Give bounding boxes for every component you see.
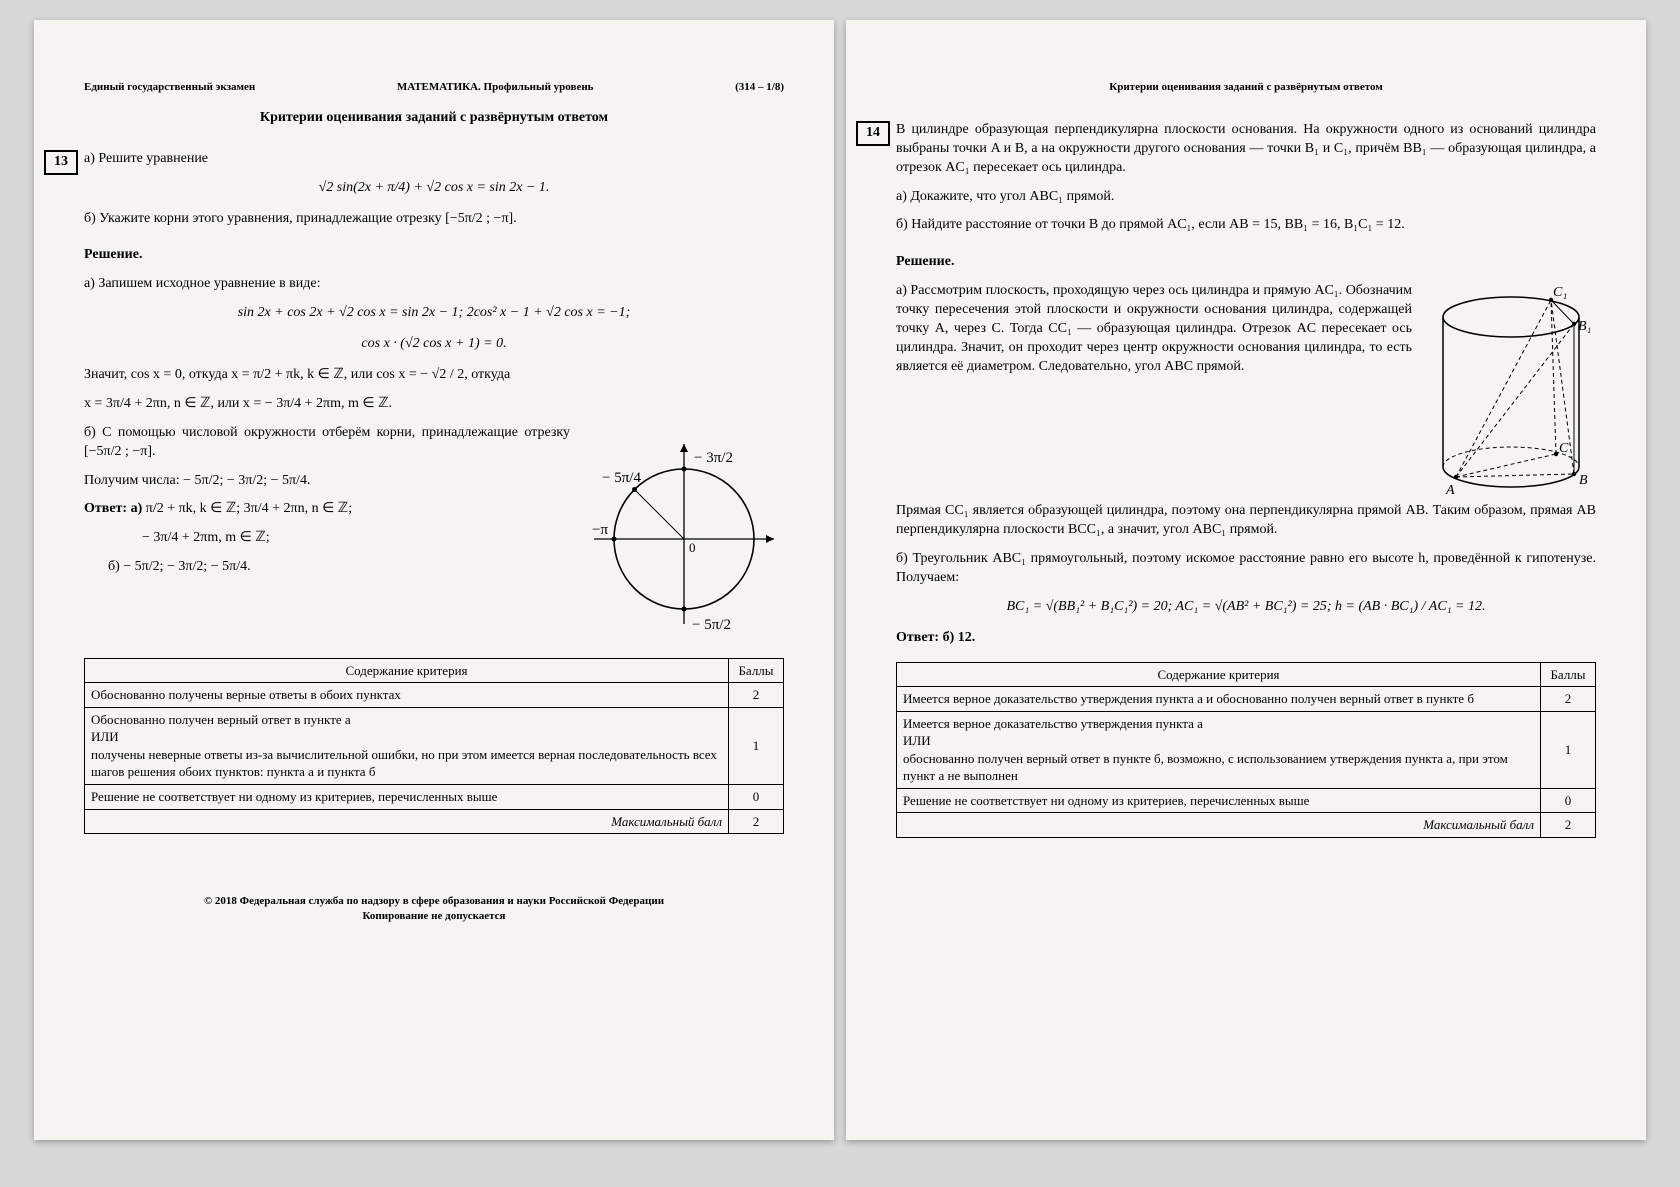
answer-line: Ответ: а) π/2 + πk, k ∈ ℤ; 3π/4 + 2πn, n… bbox=[84, 500, 570, 519]
task-13: 13 а) Решите уравнение √2 sin(2x + π/4) … bbox=[84, 150, 784, 924]
header-right-page: Критерии оценивания заданий с развёрнуты… bbox=[896, 80, 1596, 95]
cyl-label-a: A bbox=[1445, 483, 1455, 498]
sol-a: а) Рассмотрим плоскость, проходящую чере… bbox=[896, 282, 1412, 376]
rubric-pts: 2 bbox=[1541, 687, 1596, 712]
rubric-pts: 2 bbox=[729, 683, 784, 708]
col-b2: Получим числа: − 5π/2; − 3π/2; − 5π/4. bbox=[84, 472, 570, 491]
rubric-table-13: Содержание критерия Баллы Обоснованно по… bbox=[84, 658, 784, 834]
circle-label-bot: − 5π/2 bbox=[692, 617, 731, 633]
rubric-max-row: Максимальный балл 2 bbox=[897, 813, 1596, 838]
solution-label: Решение. bbox=[84, 246, 784, 265]
cyl-label-c1: C₁ bbox=[1553, 285, 1567, 300]
rubric-pts: 0 bbox=[729, 785, 784, 810]
rubric-text: Решение не соответствует ни одному из кр… bbox=[897, 788, 1541, 813]
rubric-col1: Содержание критерия bbox=[85, 658, 729, 683]
rubric-pts: 1 bbox=[729, 707, 784, 784]
task-number-box: 13 bbox=[44, 150, 78, 175]
page-right: Критерии оценивания заданий с развёрнуты… bbox=[846, 20, 1646, 1140]
rubric-table-14: Содержание критерия Баллы Имеется верное… bbox=[896, 662, 1596, 838]
rubric-text: Имеется верное доказательство утверждени… bbox=[897, 711, 1541, 788]
equation-2: sin 2x + cos 2x + √2 cos x = sin 2x − 1;… bbox=[84, 304, 784, 323]
rubric-col1-r: Содержание критерия bbox=[897, 662, 1541, 687]
rubric-max-pts: 2 bbox=[729, 809, 784, 834]
rubric-text: Имеется верное доказательство утверждени… bbox=[897, 687, 1541, 712]
answer-b: б) − 5π/2; − 3π/2; − 5π/4. bbox=[84, 558, 570, 577]
cylinder-figure: A B C B₁ C₁ bbox=[1426, 282, 1596, 502]
header-right: (314 – 1/8) bbox=[735, 80, 784, 95]
circle-label-origin: 0 bbox=[689, 540, 696, 555]
circle-label-top: − 3π/2 bbox=[694, 450, 733, 466]
rubric-row: Имеется верное доказательство утверждени… bbox=[897, 711, 1596, 788]
rubric-max-pts-r: 2 bbox=[1541, 813, 1596, 838]
unit-circle-figure: − 3π/2 − 5π/4 −π − 5π/2 0 bbox=[584, 424, 784, 644]
header-row: Единый государственный экзамен МАТЕМАТИК… bbox=[84, 80, 784, 95]
circle-label-tl: − 5π/4 bbox=[602, 470, 641, 486]
cyl-label-c: C bbox=[1559, 441, 1569, 456]
rubric-pts: 1 bbox=[1541, 711, 1596, 788]
solution-label-r: Решение. bbox=[896, 253, 1596, 272]
task-line-a: а) Решите уравнение bbox=[84, 150, 784, 169]
rubric-text: Обоснованно получен верный ответ в пункт… bbox=[85, 707, 729, 784]
task-14: 14 В цилиндре образующая перпендикулярна… bbox=[896, 121, 1596, 838]
answer-r: Ответ: б) 12. bbox=[896, 629, 1596, 648]
rubric-row: Решение не соответствует ни одному из кр… bbox=[897, 788, 1596, 813]
rubric-col2-r: Баллы bbox=[1541, 662, 1596, 687]
col-b1: б) С помощью числовой окружности отберём… bbox=[84, 424, 570, 462]
footer-line1: © 2018 Федеральная служба по надзору в с… bbox=[84, 894, 784, 909]
sol-b1: б) Треугольник ABC₁ прямоугольный, поэто… bbox=[896, 550, 1596, 588]
page-left: Единый государственный экзамен МАТЕМАТИК… bbox=[34, 20, 834, 1140]
cyl-label-b: B bbox=[1579, 473, 1588, 488]
rubric-max-label: Максимальный балл bbox=[85, 809, 729, 834]
solution-a1: а) Запишем исходное уравнение в виде: bbox=[84, 275, 784, 294]
answer-label: Ответ: а) bbox=[84, 501, 142, 516]
para-2: x = 3π/4 + 2πn, n ∈ ℤ, или x = − 3π/4 + … bbox=[84, 395, 784, 414]
task-line-b: б) Укажите корни этого уравнения, принад… bbox=[84, 210, 784, 229]
page-footer: © 2018 Федеральная служба по надзору в с… bbox=[84, 894, 784, 924]
header-mid: МАТЕМАТИКА. Профильный уровень bbox=[397, 80, 594, 95]
footer-line2: Копирование не допускается bbox=[84, 909, 784, 924]
cyl-label-b1: B₁ bbox=[1578, 319, 1591, 334]
rubric-row: Имеется верное доказательство утверждени… bbox=[897, 687, 1596, 712]
rubric-row: Решение не соответствует ни одному из кр… bbox=[85, 785, 784, 810]
answer-a2: − 3π/4 + 2πm, m ∈ ℤ; bbox=[84, 529, 570, 548]
rubric-max-row: Максимальный балл 2 bbox=[85, 809, 784, 834]
sol-a2: Прямая CC₁ является образующей цилиндра,… bbox=[896, 502, 1596, 540]
right-text-column: а) Рассмотрим плоскость, проходящую чере… bbox=[896, 282, 1412, 386]
rubric-text: Решение не соответствует ни одному из кр… bbox=[85, 785, 729, 810]
header-left: Единый государственный экзамен bbox=[84, 80, 255, 95]
equation-3: cos x · (√2 cos x + 1) = 0. bbox=[84, 335, 784, 354]
equation-1: √2 sin(2x + π/4) + √2 cos x = sin 2x − 1… bbox=[84, 179, 784, 198]
stmt-1: В цилиндре образующая перпендикулярна пл… bbox=[896, 121, 1596, 178]
page-subtitle: Критерии оценивания заданий с развёрнуты… bbox=[84, 109, 784, 128]
two-column-block: б) С помощью числовой окружности отберём… bbox=[84, 424, 784, 644]
stmt-a: а) Докажите, что угол ABC₁ прямой. bbox=[896, 188, 1596, 207]
task-number-box: 14 bbox=[856, 121, 890, 146]
rubric-pts: 0 bbox=[1541, 788, 1596, 813]
circle-label-left: −π bbox=[592, 522, 608, 538]
rubric-row: Обоснованно получены верные ответы в обо… bbox=[85, 683, 784, 708]
rubric-text: Обоснованно получены верные ответы в обо… bbox=[85, 683, 729, 708]
rubric-col2: Баллы bbox=[729, 658, 784, 683]
two-column-block-r: а) Рассмотрим плоскость, проходящую чере… bbox=[896, 282, 1596, 502]
equation-r: BC₁ = √(BB₁² + B₁C₁²) = 20; AC₁ = √(AB² … bbox=[896, 598, 1596, 617]
stmt-b: б) Найдите расстояние от точки B до прям… bbox=[896, 216, 1596, 235]
left-text-column: б) С помощью числовой окружности отберём… bbox=[84, 424, 570, 587]
para-1: Значит, cos x = 0, откуда x = π/2 + πk, … bbox=[84, 366, 784, 385]
rubric-max-label-r: Максимальный балл bbox=[897, 813, 1541, 838]
answer-a: π/2 + πk, k ∈ ℤ; 3π/4 + 2πn, n ∈ ℤ; bbox=[146, 501, 352, 516]
rubric-row: Обоснованно получен верный ответ в пункт… bbox=[85, 707, 784, 784]
